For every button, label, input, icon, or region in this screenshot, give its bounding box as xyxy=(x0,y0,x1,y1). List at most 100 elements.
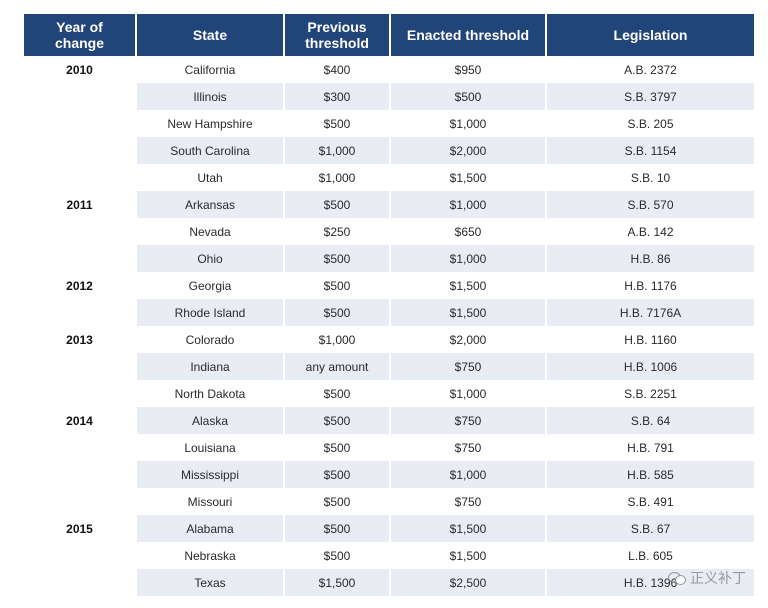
cell-legislation: A.B. 2372 xyxy=(545,56,754,83)
cell-state: Georgia xyxy=(135,272,284,299)
cell-previous-threshold: $500 xyxy=(283,434,390,461)
cell-state: Nebraska xyxy=(135,542,284,569)
watermark: 正义补丁 xyxy=(668,568,746,588)
cell-enacted-threshold: $1,500 xyxy=(389,272,546,299)
table-row: Nevada $250 $650 A.B. 142 xyxy=(24,218,754,245)
table-row: Missouri $500 $750 S.B. 491 xyxy=(24,488,754,515)
cell-state: Nevada xyxy=(135,218,284,245)
cell-legislation: H.B. 585 xyxy=(545,461,754,488)
cell-enacted-threshold: $1,000 xyxy=(389,245,546,272)
cell-year xyxy=(24,434,136,461)
table-row: Ohio $500 $1,000 H.B. 86 xyxy=(24,245,754,272)
cell-legislation: H.B. 1006 xyxy=(545,353,754,380)
cell-previous-threshold: $500 xyxy=(283,407,390,434)
cell-legislation: S.B. 2251 xyxy=(545,380,754,407)
cell-state: New Hampshire xyxy=(135,110,284,137)
cell-year: 2012 xyxy=(24,272,136,299)
wechat-icon xyxy=(668,571,686,585)
cell-year xyxy=(24,569,136,596)
cell-year xyxy=(24,488,136,515)
cell-state: Alaska xyxy=(135,407,284,434)
cell-legislation: S.B. 570 xyxy=(545,191,754,218)
cell-year xyxy=(24,380,136,407)
cell-year xyxy=(24,245,136,272)
threshold-table-container: Year of change State Previous threshold … xyxy=(24,14,754,596)
cell-previous-threshold: $500 xyxy=(283,272,390,299)
cell-year xyxy=(24,353,136,380)
table-row: Nebraska $500 $1,500 L.B. 605 xyxy=(24,542,754,569)
table-body: 2010 California $400 $950 A.B. 2372 Illinois $… xyxy=(24,56,754,596)
cell-legislation: S.B. 491 xyxy=(545,488,754,515)
cell-legislation: S.B. 3797 xyxy=(545,83,754,110)
cell-year: 2014 xyxy=(24,407,136,434)
cell-enacted-threshold: $1,000 xyxy=(389,380,546,407)
cell-year xyxy=(24,83,136,110)
cell-year xyxy=(24,164,136,191)
cell-year xyxy=(24,110,136,137)
table-row: Indiana any amount $750 H.B. 1006 xyxy=(24,353,754,380)
cell-previous-threshold: $500 xyxy=(283,110,390,137)
cell-previous-threshold: $300 xyxy=(283,83,390,110)
cell-enacted-threshold: $650 xyxy=(389,218,546,245)
cell-legislation: H.B. 86 xyxy=(545,245,754,272)
table-row: 2013 Colorado $1,000 $2,000 H.B. 1160 xyxy=(24,326,754,353)
cell-enacted-threshold: $950 xyxy=(389,56,546,83)
cell-legislation: S.B. 1154 xyxy=(545,137,754,164)
cell-legislation: S.B. 10 xyxy=(545,164,754,191)
cell-enacted-threshold: $500 xyxy=(389,83,546,110)
cell-state: Louisiana xyxy=(135,434,284,461)
cell-state: Texas xyxy=(135,569,284,596)
cell-enacted-threshold: $750 xyxy=(389,407,546,434)
cell-state: Mississippi xyxy=(135,461,284,488)
cell-state: Missouri xyxy=(135,488,284,515)
cell-enacted-threshold: $1,000 xyxy=(389,110,546,137)
cell-state: Alabama xyxy=(135,515,284,542)
cell-enacted-threshold: $2,500 xyxy=(389,569,546,596)
cell-previous-threshold: $1,500 xyxy=(283,569,390,596)
cell-state: Utah xyxy=(135,164,284,191)
header-enacted-threshold: Enacted threshold xyxy=(389,14,546,56)
table-row: South Carolina $1,000 $2,000 S.B. 1154 xyxy=(24,137,754,164)
cell-enacted-threshold: $1,000 xyxy=(389,191,546,218)
cell-previous-threshold: $500 xyxy=(283,515,390,542)
cell-state: Ohio xyxy=(135,245,284,272)
cell-year: 2013 xyxy=(24,326,136,353)
cell-legislation: S.B. 205 xyxy=(545,110,754,137)
cell-state: Illinois xyxy=(135,83,284,110)
cell-previous-threshold: $500 xyxy=(283,488,390,515)
cell-previous-threshold: $500 xyxy=(283,245,390,272)
table-row: 2014 Alaska $500 $750 S.B. 64 xyxy=(24,407,754,434)
header-previous-threshold: Previous threshold xyxy=(283,14,390,56)
header-legislation: Legislation xyxy=(545,14,754,56)
cell-year xyxy=(24,299,136,326)
header-year: Year of change xyxy=(24,14,136,56)
table-row: 2012 Georgia $500 $1,500 H.B. 1176 xyxy=(24,272,754,299)
cell-year: 2011 xyxy=(24,191,136,218)
table-row: Illinois $300 $500 S.B. 3797 xyxy=(24,83,754,110)
cell-previous-threshold: any amount xyxy=(283,353,390,380)
cell-state: North Dakota xyxy=(135,380,284,407)
cell-state: Colorado xyxy=(135,326,284,353)
cell-year: 2010 xyxy=(24,56,136,83)
cell-enacted-threshold: $2,000 xyxy=(389,326,546,353)
cell-previous-threshold: $250 xyxy=(283,218,390,245)
table-row: Mississippi $500 $1,000 H.B. 585 xyxy=(24,461,754,488)
cell-legislation: A.B. 142 xyxy=(545,218,754,245)
table-row: New Hampshire $500 $1,000 S.B. 205 xyxy=(24,110,754,137)
cell-enacted-threshold: $1,500 xyxy=(389,515,546,542)
watermark-text: 正义补丁 xyxy=(690,570,746,586)
header-state: State xyxy=(135,14,284,56)
threshold-table: Year of change State Previous threshold … xyxy=(24,14,754,596)
cell-enacted-threshold: $750 xyxy=(389,488,546,515)
cell-year: 2015 xyxy=(24,515,136,542)
table-row: Texas $1,500 $2,500 H.B. 1396 xyxy=(24,569,754,596)
table-row: Rhode Island $500 $1,500 H.B. 7176A xyxy=(24,299,754,326)
cell-previous-threshold: $500 xyxy=(283,380,390,407)
cell-legislation: H.B. 1160 xyxy=(545,326,754,353)
cell-legislation: S.B. 67 xyxy=(545,515,754,542)
table-row: 2011 Arkansas $500 $1,000 S.B. 570 xyxy=(24,191,754,218)
table-row: Utah $1,000 $1,500 S.B. 10 xyxy=(24,164,754,191)
table-row: Louisiana $500 $750 H.B. 791 xyxy=(24,434,754,461)
cell-legislation: H.B. 1176 xyxy=(545,272,754,299)
cell-previous-threshold: $1,000 xyxy=(283,164,390,191)
